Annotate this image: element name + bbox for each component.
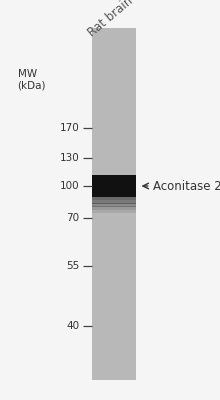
Text: 100: 100 bbox=[60, 181, 79, 191]
Bar bbox=[92, 206, 136, 210]
Text: 55: 55 bbox=[66, 261, 79, 271]
Text: 170: 170 bbox=[59, 123, 79, 133]
Bar bbox=[92, 197, 136, 200]
Bar bbox=[92, 210, 136, 213]
Bar bbox=[92, 203, 136, 207]
Bar bbox=[92, 175, 136, 197]
Bar bbox=[92, 200, 136, 204]
Text: MW
(kDa): MW (kDa) bbox=[18, 69, 46, 91]
Text: Aconitase 2: Aconitase 2 bbox=[153, 180, 220, 192]
Text: 70: 70 bbox=[66, 213, 79, 223]
Text: 40: 40 bbox=[66, 321, 79, 331]
Text: Rat brain: Rat brain bbox=[85, 0, 135, 40]
Bar bbox=[92, 213, 136, 216]
Text: 130: 130 bbox=[59, 153, 79, 163]
Bar bbox=[92, 28, 136, 380]
